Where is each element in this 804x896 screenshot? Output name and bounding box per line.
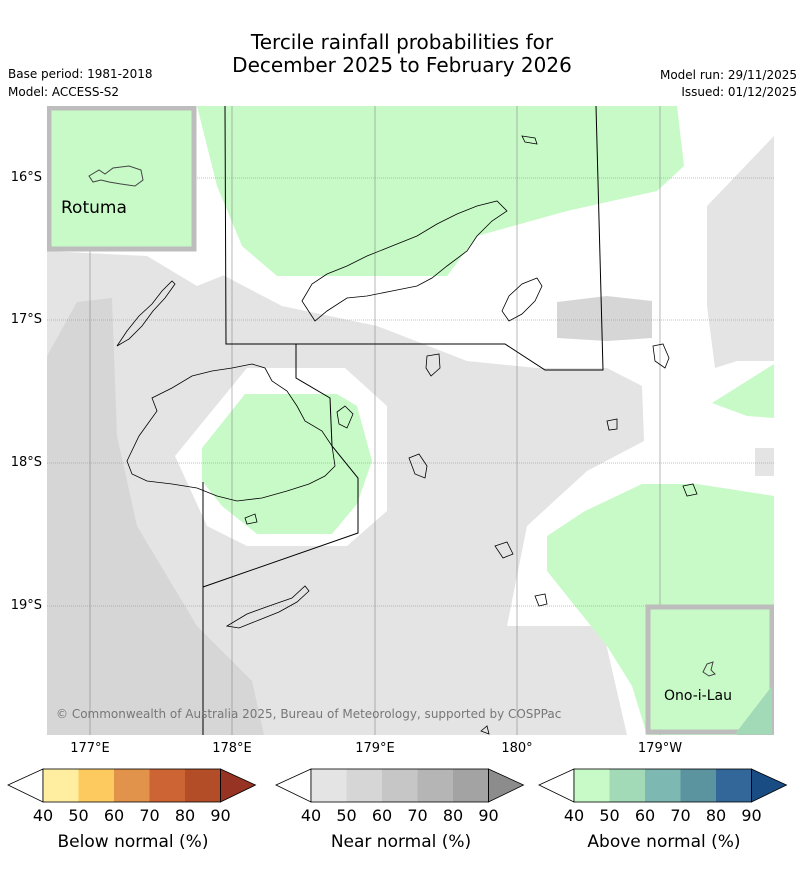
below-normal-segment — [149, 769, 185, 802]
lat-label-17s: 17°S — [10, 312, 42, 327]
onoilau-inset-frame — [645, 604, 774, 735]
above-normal-extend-high — [751, 768, 788, 803]
near-normal-tick-label: 60 — [371, 806, 393, 825]
lon-label-177e: 177°E — [70, 741, 110, 756]
below-normal-extend-high — [220, 768, 257, 803]
beqa-island — [244, 513, 258, 525]
above-normal-outline — [573, 768, 752, 803]
near-normal-tick-label: 90 — [478, 806, 499, 825]
lakeba-island — [534, 593, 548, 607]
below-normal-tick-label: 70 — [139, 806, 160, 825]
below-normal-tick-label: 90 — [210, 806, 231, 825]
matuku-island — [606, 418, 618, 431]
map-title-line2: December 2025 to February 2026 — [232, 53, 572, 77]
above-normal-segment — [680, 769, 716, 802]
above-normal-tick-label: 80 — [705, 806, 727, 825]
below-normal-extend-low — [7, 768, 44, 803]
above-normal-extend-low — [538, 768, 575, 803]
lau-islands — [652, 343, 670, 369]
above-normal-colorbar — [538, 768, 788, 803]
below-normal-label: Below normal (%) — [57, 832, 209, 852]
onoilau-island — [702, 661, 716, 677]
totoya-island — [682, 483, 698, 497]
below-normal-tick-label: 40 — [32, 806, 54, 825]
moala-island — [480, 725, 490, 735]
lon-label-178e: 178°E — [212, 741, 252, 756]
map-panel — [47, 106, 774, 735]
near-normal-segment — [417, 769, 453, 802]
taveuni-island — [501, 277, 543, 322]
below-normal-segment — [185, 769, 221, 802]
base-period: Base period: 1981-2018 — [8, 67, 153, 81]
near-normal-segment — [346, 769, 382, 802]
map-canvas — [47, 106, 774, 735]
lat-label-16s: 16°S — [10, 170, 42, 185]
lon-label-179e: 179°E — [355, 741, 395, 756]
near-normal-tick-label: 80 — [442, 806, 464, 825]
coastlines — [116, 135, 698, 735]
below-normal-segment — [78, 769, 114, 802]
below-normal-segment — [43, 769, 79, 802]
map-title-line1: Tercile rainfall probabilities for — [250, 30, 554, 54]
lon-label-179w: 179°W — [637, 741, 683, 756]
below-normal-tick-label: 50 — [68, 806, 89, 825]
near-normal-label: Near normal (%) — [330, 832, 472, 852]
above-normal-label: Above normal (%) — [587, 832, 741, 852]
below-normal-tick-label: 60 — [103, 806, 125, 825]
above-normal-segment — [716, 769, 752, 802]
rotuma-island — [88, 165, 144, 187]
onoilau-inset — [645, 604, 774, 735]
above-normal-segment — [609, 769, 645, 802]
cikobia-island — [521, 135, 538, 145]
near-normal-extend-high — [488, 768, 525, 803]
vanua-balavu — [494, 541, 514, 559]
near-normal-colorbar — [275, 768, 525, 803]
above-normal-segment — [645, 769, 681, 802]
near-normal-segment — [453, 769, 489, 802]
yasawa-islands — [116, 280, 176, 347]
vanua-levu-island — [301, 200, 508, 322]
near-normal-tick-label: 70 — [407, 806, 428, 825]
koro-island — [408, 453, 428, 479]
below-normal-outline — [42, 768, 221, 803]
lon-label-180: 180° — [501, 741, 533, 756]
above-normal-segment — [574, 769, 610, 802]
above-normal-tick-label: 50 — [599, 806, 620, 825]
colorbars — [7, 768, 788, 803]
above-normal-tick-label: 60 — [634, 806, 656, 825]
near-normal-extend-low — [275, 768, 312, 803]
near-normal-outline — [310, 768, 489, 803]
near-normal-segment — [382, 769, 418, 802]
rotuma-label: Rotuma — [61, 198, 127, 218]
lat-label-19s: 19°S — [10, 598, 42, 613]
kadavu-island — [225, 585, 310, 629]
copyright-notice: © Commonwealth of Australia 2025, Bureau… — [56, 707, 562, 721]
viti-levu-island — [126, 363, 336, 502]
below-normal-colorbar — [7, 768, 257, 803]
near-normal-segment — [311, 769, 347, 802]
ovalau-island — [425, 353, 441, 377]
above-normal-tick-label: 70 — [670, 806, 691, 825]
above-normal-tick-label: 90 — [741, 806, 762, 825]
above-normal-tick-label: 40 — [563, 806, 585, 825]
near-normal-tick-label: 40 — [300, 806, 322, 825]
issued-date: Issued: 01/12/2025 — [681, 85, 797, 99]
rotuma-inset — [47, 106, 197, 252]
gau-island — [336, 405, 354, 429]
lat-label-18s: 18°S — [10, 455, 42, 470]
rotuma-inset-frame — [47, 106, 197, 252]
near-normal-tick-label: 50 — [336, 806, 357, 825]
below-normal-segment — [114, 769, 150, 802]
model-name: Model: ACCESS-S2 — [8, 85, 120, 99]
model-run-date: Model run: 29/11/2025 — [659, 68, 797, 82]
onoilau-label: Ono-i-Lau — [664, 688, 732, 704]
below-normal-tick-label: 80 — [174, 806, 196, 825]
